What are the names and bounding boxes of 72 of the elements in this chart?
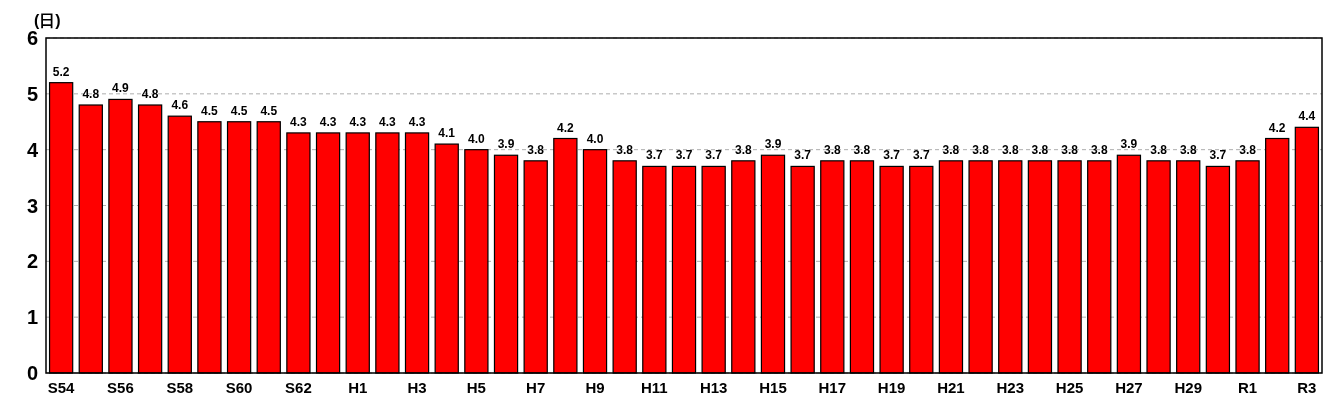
y-tick-label: 0 xyxy=(26,362,38,384)
x-tick-label: S60 xyxy=(225,379,253,396)
x-tick-label: H27 xyxy=(1115,379,1143,396)
data-label: 4.3 xyxy=(319,114,337,129)
x-tick-label: H25 xyxy=(1055,379,1084,396)
data-label: 3.9 xyxy=(764,137,782,152)
data-label: 3.8 xyxy=(1061,142,1079,157)
data-label: 4.5 xyxy=(260,103,278,118)
x-tick-label: S58 xyxy=(166,379,194,396)
x-tick-label: H13 xyxy=(699,379,728,396)
data-label: 3.8 xyxy=(616,142,634,157)
data-label: 3.7 xyxy=(646,148,663,163)
data-label: 3.7 xyxy=(794,148,812,163)
data-label: 3.9 xyxy=(1120,137,1138,152)
data-label: 3.8 xyxy=(527,142,545,157)
x-tick-label: H5 xyxy=(466,379,486,396)
data-label: 4.8 xyxy=(82,87,100,101)
data-label: 3.8 xyxy=(853,142,871,157)
data-label: 4.2 xyxy=(557,120,575,135)
data-label: 4.3 xyxy=(290,114,308,129)
data-label: 3.8 xyxy=(1031,142,1049,157)
y-tick-label: 2 xyxy=(26,250,38,273)
y-axis-title: (日) xyxy=(34,12,61,29)
data-label: 4.3 xyxy=(379,114,397,129)
data-label: 3.7 xyxy=(883,148,901,163)
x-tick-label: H29 xyxy=(1174,379,1202,396)
x-tick-label: H15 xyxy=(759,379,787,396)
data-label: 3.8 xyxy=(1179,142,1197,157)
x-tick-label: R3 xyxy=(1297,379,1317,396)
data-label: 4.0 xyxy=(586,131,604,146)
data-label: 4.2 xyxy=(1268,120,1286,135)
data-label: 4.9 xyxy=(112,81,130,96)
data-label: 4.5 xyxy=(201,103,219,118)
x-tick-label: S54 xyxy=(47,379,76,396)
data-label: 3.8 xyxy=(1001,142,1019,157)
x-tick-label: S62 xyxy=(285,379,312,396)
data-label: 4.4 xyxy=(1298,109,1316,124)
x-tick-label: H9 xyxy=(585,379,605,396)
y-tick-label: 3 xyxy=(26,194,38,217)
x-tick-label: H3 xyxy=(407,379,427,396)
data-label: 3.8 xyxy=(942,142,960,157)
data-label: 3.7 xyxy=(705,148,723,163)
data-label: 4.0 xyxy=(468,131,486,146)
data-label: 3.7 xyxy=(912,148,930,163)
data-label: 4.5 xyxy=(230,103,248,118)
data-label: 3.8 xyxy=(1090,142,1108,157)
x-tick-label: H23 xyxy=(996,379,1025,396)
x-tick-label: R1 xyxy=(1237,379,1258,396)
data-label: 4.3 xyxy=(349,114,367,129)
y-tick-label: 1 xyxy=(26,306,38,329)
data-label: 4.8 xyxy=(141,87,159,101)
data-label: 3.8 xyxy=(1239,142,1257,157)
data-label: 4.6 xyxy=(171,98,189,113)
data-label: 3.7 xyxy=(675,148,693,163)
data-label: 5.2 xyxy=(52,64,70,79)
data-label: 3.8 xyxy=(734,142,752,157)
x-tick-label: H17 xyxy=(818,379,847,396)
data-label: 3.8 xyxy=(823,142,841,157)
x-tick-label: H21 xyxy=(937,379,965,396)
data-label: 3.8 xyxy=(1150,142,1168,157)
data-label: 3.9 xyxy=(497,137,515,152)
x-tick-label: S56 xyxy=(107,379,134,396)
y-tick-label: 4 xyxy=(26,138,39,161)
x-tick-label: H1 xyxy=(348,379,368,396)
y-tick-label: 5 xyxy=(26,82,38,105)
data-label: 3.7 xyxy=(1209,148,1227,163)
x-tick-label: H11 xyxy=(640,379,668,396)
data-label: 4.3 xyxy=(408,114,426,129)
x-tick-label: H19 xyxy=(877,379,906,396)
x-tick-label: H7 xyxy=(526,379,546,396)
data-label: 3.8 xyxy=(972,142,990,157)
data-label: 4.1 xyxy=(438,126,456,141)
